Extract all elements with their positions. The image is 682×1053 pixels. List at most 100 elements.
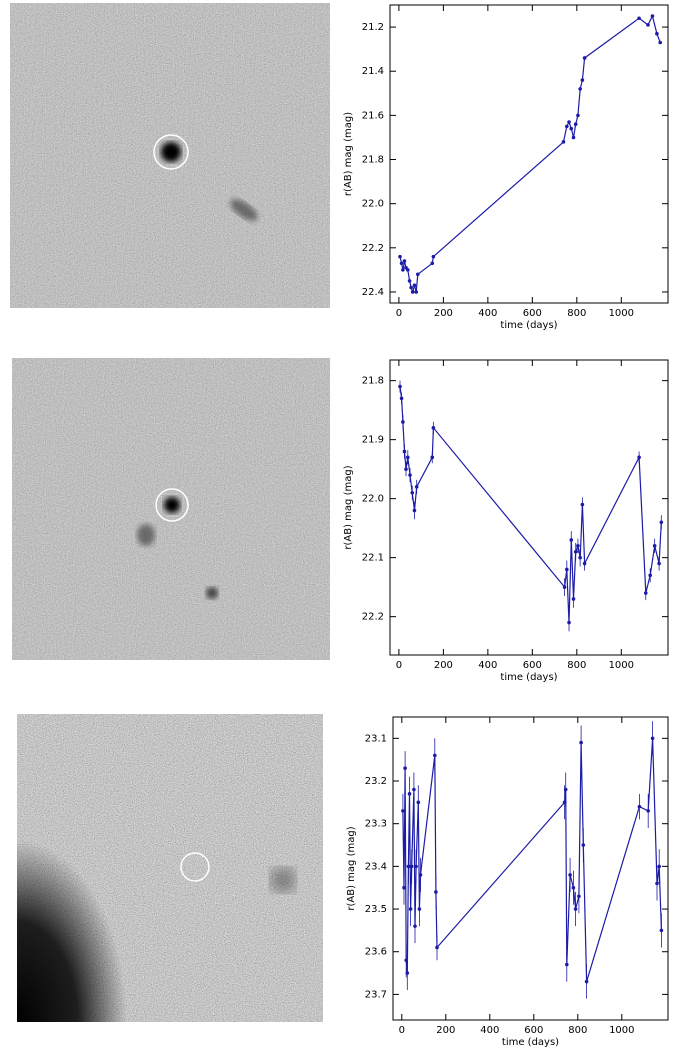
data-point — [409, 864, 414, 869]
data-point — [407, 792, 412, 796]
data-point — [399, 396, 404, 401]
data-point — [413, 924, 417, 928]
data-point — [657, 864, 661, 869]
x-tick-label: 400 — [478, 660, 497, 671]
image-1 — [10, 3, 330, 308]
data-point — [407, 279, 412, 283]
data-line — [399, 386, 662, 623]
y-tick-label: 23.5 — [365, 904, 387, 915]
data-point — [401, 809, 405, 813]
x-axis-label: time (days) — [500, 320, 557, 331]
data-point — [576, 113, 580, 118]
data-point — [577, 894, 581, 899]
data-point — [579, 740, 583, 745]
image-3 — [17, 714, 323, 1022]
data-point — [578, 555, 582, 560]
data-point — [398, 384, 402, 389]
data-point — [637, 804, 642, 809]
data-point — [405, 455, 410, 460]
y-axis-label: r(AB) mag (mag) — [343, 112, 354, 196]
y-tick-label: 23.1 — [365, 733, 387, 744]
data-point — [573, 122, 578, 126]
y-tick-label: 22.2 — [362, 243, 384, 254]
y-tick-label: 23.6 — [365, 947, 387, 958]
data-point — [418, 873, 423, 877]
data-point — [399, 261, 404, 266]
data-line — [402, 738, 662, 982]
y-tick-label: 23.3 — [365, 819, 387, 830]
data-point — [416, 272, 420, 277]
x-tick-label: 800 — [568, 1025, 587, 1036]
data-point — [573, 907, 578, 911]
x-tick-label: 200 — [434, 660, 453, 671]
data-point — [414, 864, 418, 869]
data-point — [565, 124, 569, 129]
data-point — [402, 885, 406, 890]
plot-frame — [389, 4, 669, 304]
data-point — [637, 16, 641, 21]
x-axis-label: time (days) — [500, 672, 557, 683]
data-point — [655, 31, 659, 36]
x-tick-label: 0 — [396, 660, 402, 671]
data-point — [569, 538, 574, 542]
y-tick-label: 22.1 — [362, 553, 384, 564]
data-point — [401, 268, 405, 272]
data-point — [405, 971, 410, 975]
data-point — [562, 585, 567, 589]
y-tick-label: 22.4 — [362, 287, 384, 298]
data-point — [417, 907, 422, 911]
x-tick-label: 0 — [396, 308, 402, 319]
x-tick-label: 1000 — [609, 660, 634, 671]
y-tick-label: 22.2 — [362, 612, 384, 623]
data-point — [652, 544, 657, 548]
data-point — [405, 268, 410, 272]
chart: 0 200 400 600 800 1000 23.1 23.2 23.3 23.4 23.5 23.… — [346, 716, 669, 1048]
y-axis-label: r(AB) mag (mag) — [343, 465, 354, 549]
data-point — [571, 135, 576, 140]
y-tick-label: 21.8 — [362, 155, 384, 166]
data-point — [433, 753, 437, 758]
plot-frame — [389, 359, 669, 656]
data-point — [414, 290, 419, 294]
data-point — [412, 283, 417, 288]
data-point — [402, 449, 407, 454]
data-point — [571, 597, 576, 601]
data-point — [408, 907, 413, 911]
chart: 0 200 400 600 800 1000 21.2 21.4 21.6 21.8 22.0 22.… — [343, 4, 669, 331]
y-tick-label: 21.4 — [362, 66, 384, 77]
data-point — [568, 873, 572, 877]
data-point — [582, 56, 587, 60]
data-point — [561, 140, 566, 144]
data-point — [406, 864, 411, 869]
data-point — [401, 420, 405, 424]
data-point — [414, 485, 419, 489]
x-tick-label: 600 — [523, 308, 542, 319]
data-point — [431, 254, 436, 259]
data-point — [657, 561, 661, 566]
data-point — [648, 573, 653, 578]
x-tick-label: 0 — [399, 1025, 405, 1036]
data-point — [434, 890, 438, 894]
data-point — [578, 87, 582, 91]
data-point — [402, 259, 407, 263]
data-point — [580, 78, 585, 82]
image-2 — [12, 358, 330, 660]
y-tick-label: 21.9 — [362, 435, 384, 446]
data-point — [581, 843, 586, 847]
data-point — [580, 502, 585, 507]
data-point — [408, 473, 412, 477]
data-point — [430, 455, 435, 460]
data-point — [659, 928, 664, 933]
x-tick-label: 400 — [478, 308, 497, 319]
x-tick-label: 800 — [567, 660, 586, 671]
data-point — [563, 787, 568, 792]
y-tick-label: 23.2 — [365, 776, 387, 787]
y-tick-label: 22.0 — [362, 494, 384, 505]
data-point — [571, 885, 576, 890]
data-point — [567, 120, 571, 124]
x-tick-label: 800 — [567, 308, 586, 319]
data-point — [569, 126, 574, 131]
data-line — [399, 14, 661, 295]
data-point — [658, 40, 663, 45]
